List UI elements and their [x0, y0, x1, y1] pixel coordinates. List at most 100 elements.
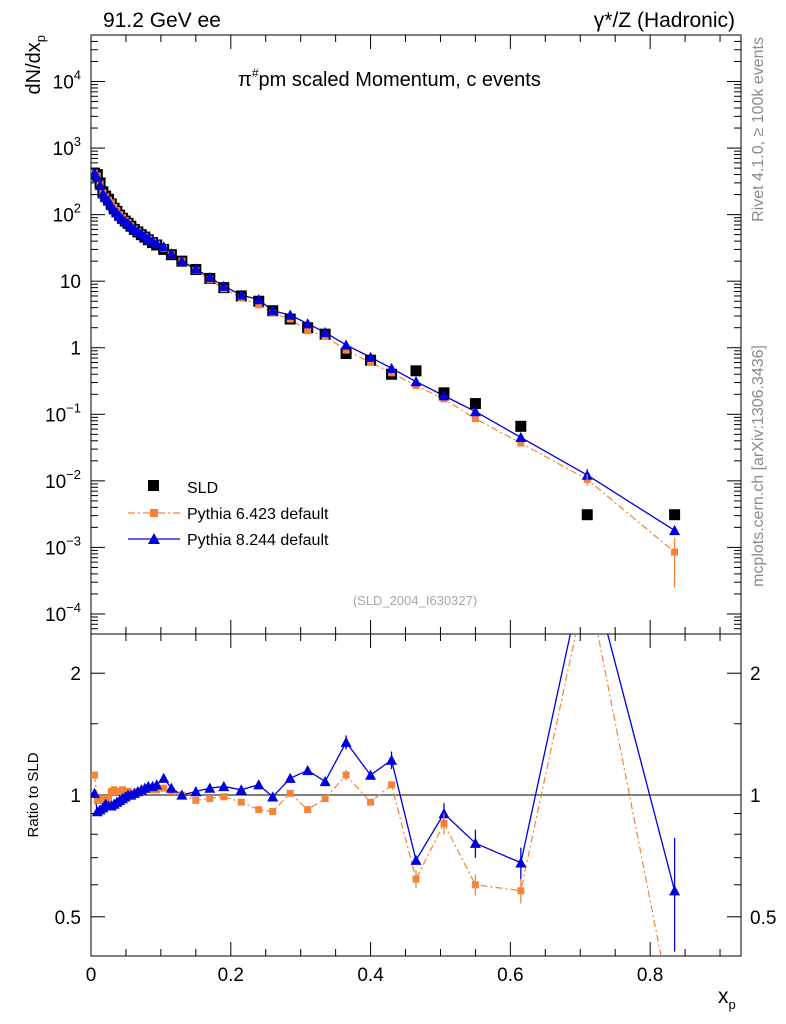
pythia6-point [304, 327, 312, 335]
sld-point [669, 509, 681, 521]
ratio-pythia8-point [190, 786, 202, 797]
legend-marker-py8 [148, 533, 160, 544]
pythia8-point [165, 248, 177, 259]
ratio-tick-label-right: 0.5 [750, 908, 776, 929]
pythia8-point [365, 351, 377, 362]
pythia8-point [218, 280, 230, 291]
pythia8-point [253, 294, 265, 305]
ratio-pythia8-point [235, 784, 247, 795]
y-tick-label: 10−2 [45, 467, 81, 493]
pythia8-point [151, 237, 163, 249]
pythia8-point [284, 309, 296, 320]
y-tick-exponent: 4 [74, 68, 81, 83]
rivet-label: Rivet 4.1.0, ≥ 100k events [750, 37, 767, 222]
ratio-pythia8-point [267, 791, 279, 802]
x-axis-label-sub: p [729, 997, 736, 1012]
pythia8-point [515, 431, 527, 443]
ratio-pythia6-point [192, 796, 200, 804]
x-tick-label: 0.8 [637, 965, 663, 986]
ratio-pythia8-point [302, 764, 314, 776]
ratio-pythia8-point [218, 780, 230, 792]
ratio-tick-label: 2 [70, 664, 81, 685]
y-tick-exponent: −2 [66, 467, 81, 482]
ratio-pythia6-point [237, 798, 245, 806]
y-tick-label: 10−4 [45, 600, 81, 626]
ratio-pythia8-point [91, 787, 100, 798]
y-tick-base: 10 [53, 139, 74, 160]
pythia8-point [302, 318, 314, 329]
ratio-pythia6-point [367, 798, 375, 806]
analysis-id: (SLD_2004_I630327) [353, 593, 477, 608]
mcplots-label: mcplots.cern.ch [arXiv:1306.3436] [750, 345, 767, 587]
chart-title: π#pm scaled Momentum, c events [238, 66, 541, 91]
ratio-pythia8-point [158, 772, 170, 783]
legend-label-py8: Pythia 8.244 default [187, 532, 329, 549]
ratio-pythia8-point [410, 854, 422, 865]
legend-marker-sld [148, 480, 159, 491]
y-tick-base: 10 [45, 538, 66, 559]
pythia8-point [438, 390, 450, 401]
pythia8-point [204, 271, 216, 283]
axis-ticks: 0 0.2 0.4 0.6 0.810−410−310−210−111010210310… [45, 34, 776, 986]
y-tick-label: 1 [70, 339, 81, 360]
pythia8-point [190, 263, 202, 274]
y-tick-base: 10 [45, 405, 66, 426]
pythia6-line [94, 172, 675, 553]
ratio-pythia8-point [176, 789, 188, 800]
pythia8-point [94, 179, 106, 191]
legend-marker-py6 [150, 509, 158, 517]
x-tick-label: 0.2 [218, 965, 244, 986]
legend: SLD Pythia 6.423 default Pythia 8.244 de… [128, 480, 329, 549]
ratio-pythia8-point [582, 550, 593, 560]
sld-point [581, 509, 593, 521]
pythia8-point [158, 241, 170, 252]
pythia8-point [469, 406, 481, 417]
pythia8-point [319, 326, 331, 338]
y-axis-label: dN/dxp [23, 35, 48, 94]
pythia6-point [342, 346, 350, 354]
pythia6-point [367, 359, 375, 367]
y-tick-label: 102 [53, 201, 81, 227]
pythia6-point [255, 301, 263, 309]
chart-title-rest: pm scaled Momentum, c events [259, 69, 541, 91]
legend-label-py6: Pythia 6.423 default [187, 506, 329, 523]
y-tick-label: 103 [53, 134, 81, 160]
ratio-pythia6-point [91, 771, 98, 779]
main-series [91, 167, 681, 588]
x-axis-label-base: x [718, 985, 729, 1008]
ratio-pythia6-point [321, 795, 329, 803]
y-tick-exponent: −3 [66, 533, 81, 548]
ratio-pythia6-line [93, 634, 662, 956]
x-tick-label: 0.6 [497, 965, 523, 986]
ratio-pythia8-point [253, 779, 265, 790]
y-tick-label: 10 [60, 272, 81, 293]
x-tick-label: 0.4 [357, 965, 384, 986]
ratio-pythia8-point [204, 782, 216, 793]
ratio-tick-label-right: 1 [750, 786, 761, 807]
x-tick-label: 0 [86, 965, 97, 986]
y-tick-base: 10 [53, 73, 74, 94]
ratio-pythia6-point [104, 795, 112, 803]
y-tick-label: 10−1 [45, 400, 81, 426]
ratio-pythia8-point [165, 782, 177, 793]
pythia8-point [669, 524, 681, 536]
ratio-pythia6-point [220, 793, 228, 801]
ratio-pythia8-point [284, 772, 296, 783]
ratio-pythia8-point [319, 775, 331, 787]
ratio-pythia8-point [151, 779, 163, 790]
x-axis-label: xp [718, 985, 736, 1012]
header-left: 91.2 GeV ee [103, 9, 221, 32]
ratio-tick-label: 0.5 [55, 908, 81, 929]
y-axis-label-base: dN/dx [23, 42, 45, 94]
pythia6-point [517, 439, 525, 447]
pythia8-point [340, 339, 352, 350]
ratio-axis-label: Ratio to SLD [25, 752, 42, 837]
ratio-pythia8-point [365, 769, 377, 780]
y-tick-label: 10−3 [45, 533, 81, 559]
chart-title-sup: # [252, 66, 259, 80]
pythia8-point [386, 362, 398, 374]
y-tick-base: 10 [45, 605, 66, 626]
y-tick-exponent: −1 [66, 400, 81, 415]
sld-point [515, 420, 527, 432]
